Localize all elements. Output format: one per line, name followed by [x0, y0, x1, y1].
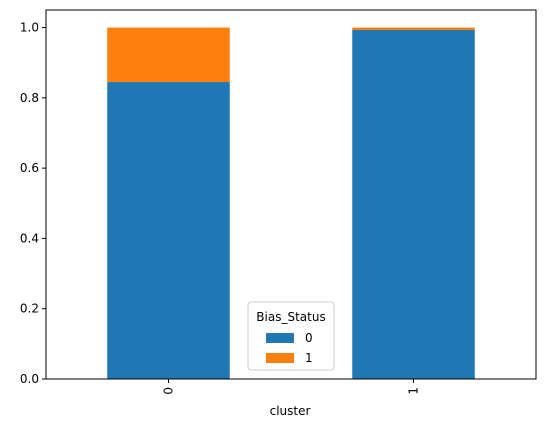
- y-tick-label: 1.0: [20, 21, 39, 35]
- y-tick-label: 0.4: [20, 231, 39, 245]
- bar-cluster-0-status-0: [107, 82, 230, 379]
- y-tick-label: 0.8: [20, 91, 39, 105]
- legend-title: Bias_Status: [256, 310, 325, 324]
- y-tick-label: 0.2: [20, 302, 39, 316]
- bars-layer: [107, 27, 475, 380]
- axes-layer: [45, 9, 537, 380]
- legend-swatch-0: [266, 333, 294, 343]
- legend-label-0: 0: [305, 331, 313, 345]
- y-tick-label: 0.6: [20, 161, 39, 175]
- legend-swatch-1: [266, 353, 294, 363]
- x-tick-label: 1: [407, 387, 421, 395]
- bar-cluster-1-status-1: [352, 27, 475, 31]
- bar-cluster-1-status-0: [352, 30, 475, 380]
- bar-cluster-0-status-1: [107, 27, 230, 83]
- plot-frame: [45, 9, 537, 380]
- y-tick-label: 0.0: [20, 372, 39, 386]
- x-axis-label: cluster: [270, 404, 311, 418]
- legend-items: 01: [266, 331, 313, 365]
- legend-label-1: 1: [305, 351, 313, 365]
- x-tick-label: 0: [162, 387, 176, 395]
- ticks-layer: 0 10.00.20.40.60.81.0: [20, 21, 421, 395]
- legend: Bias_Status 01: [247, 301, 335, 371]
